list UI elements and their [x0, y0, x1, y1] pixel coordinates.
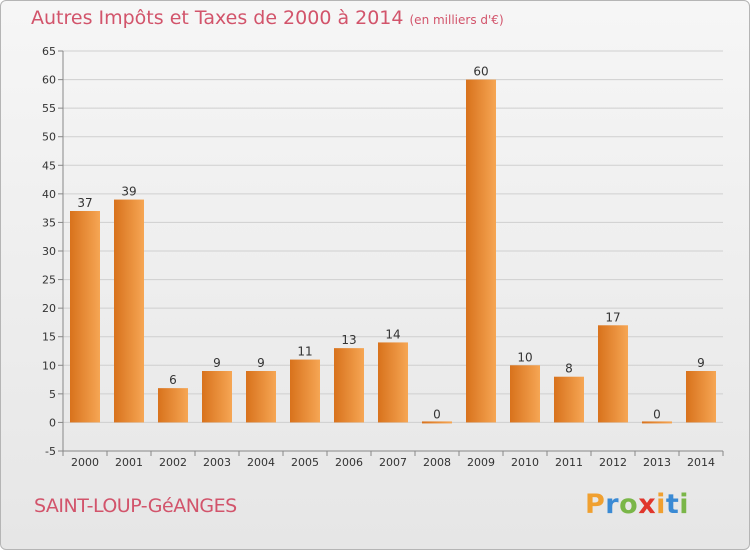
unit-label: (en milliers d'€) [409, 13, 504, 27]
chart-title: Autres Impôts et Taxes de 2000 à 2014 (en… [31, 7, 504, 29]
commune-name: SAINT-LOUP-GéANGES [34, 495, 237, 517]
y-tick-label: 65 [42, 45, 56, 58]
y-tick-label: 10 [42, 359, 56, 372]
data-label: 11 [297, 345, 312, 359]
logo-letter: i [656, 489, 666, 520]
x-tick-label: 2001 [115, 456, 143, 469]
data-label: 37 [77, 196, 92, 210]
bar [334, 348, 364, 423]
data-label: 8 [565, 362, 573, 376]
bar [686, 371, 716, 423]
bar [158, 388, 188, 423]
bar [246, 371, 276, 423]
x-tick-label: 2013 [643, 456, 671, 469]
logo-letter: r [605, 489, 620, 520]
y-tick-label: 40 [42, 188, 56, 201]
y-tick-label: 20 [42, 302, 56, 315]
bar [466, 79, 496, 423]
y-tick-label: 0 [49, 416, 56, 429]
x-tick-label: 2004 [247, 456, 275, 469]
x-tick-label: 2008 [423, 456, 451, 469]
bar-layer: 37 39 6 9 9 11 13 14 0 60 10 8 17 0 9 [70, 65, 716, 424]
logo-letter: P [585, 489, 606, 520]
logo-letter: i [679, 489, 690, 520]
logo-letter: t [665, 489, 680, 520]
y-tick-label: 30 [42, 245, 56, 258]
bar [554, 376, 584, 423]
y-tick-label: 15 [42, 331, 56, 344]
x-tick-label: 2006 [335, 456, 363, 469]
logo-letter: x [638, 489, 657, 520]
x-tick-label: 2007 [379, 456, 407, 469]
data-label: 0 [433, 407, 441, 421]
bar [422, 421, 452, 424]
data-label: 9 [257, 356, 265, 370]
bar [642, 421, 672, 424]
y-tick-label: 35 [42, 216, 56, 229]
proxiti-logo: Proxiti [585, 489, 689, 520]
y-tick-label: 50 [42, 131, 56, 144]
y-tick-label: 5 [49, 388, 56, 401]
x-tick-label: 2010 [511, 456, 539, 469]
x-tick-label: 2009 [467, 456, 495, 469]
bar [70, 211, 100, 423]
x-tick-label: 2014 [687, 456, 715, 469]
data-label: 60 [473, 65, 488, 79]
bar [378, 342, 408, 423]
y-tick-label: 45 [42, 159, 56, 172]
x-tick-label: 2000 [71, 456, 99, 469]
data-label: 10 [517, 350, 532, 364]
y-tick-label: 55 [42, 102, 56, 115]
data-label: 13 [341, 333, 356, 347]
x-tick-label: 2011 [555, 456, 583, 469]
data-label: 9 [213, 356, 221, 370]
data-label: 9 [697, 356, 705, 370]
data-label: 0 [653, 407, 661, 421]
x-tick-label: 2012 [599, 456, 627, 469]
x-tick-label: 2005 [291, 456, 319, 469]
y-tick-label: 60 [42, 74, 56, 87]
bar [202, 371, 232, 423]
logo-letter: o [619, 489, 639, 520]
bar [598, 325, 628, 423]
data-label: 39 [121, 185, 136, 199]
title-text: Autres Impôts et Taxes de 2000 à 2014 [31, 7, 404, 29]
y-tick-label: -5 [45, 445, 56, 458]
x-tick-label: 2003 [203, 456, 231, 469]
bar [114, 199, 144, 423]
data-label: 6 [169, 373, 177, 387]
data-label: 14 [385, 327, 400, 341]
x-tick-label: 2002 [159, 456, 187, 469]
bar [510, 365, 540, 423]
y-tick-label: 25 [42, 274, 56, 287]
bar [290, 359, 320, 423]
data-label: 17 [605, 310, 620, 324]
